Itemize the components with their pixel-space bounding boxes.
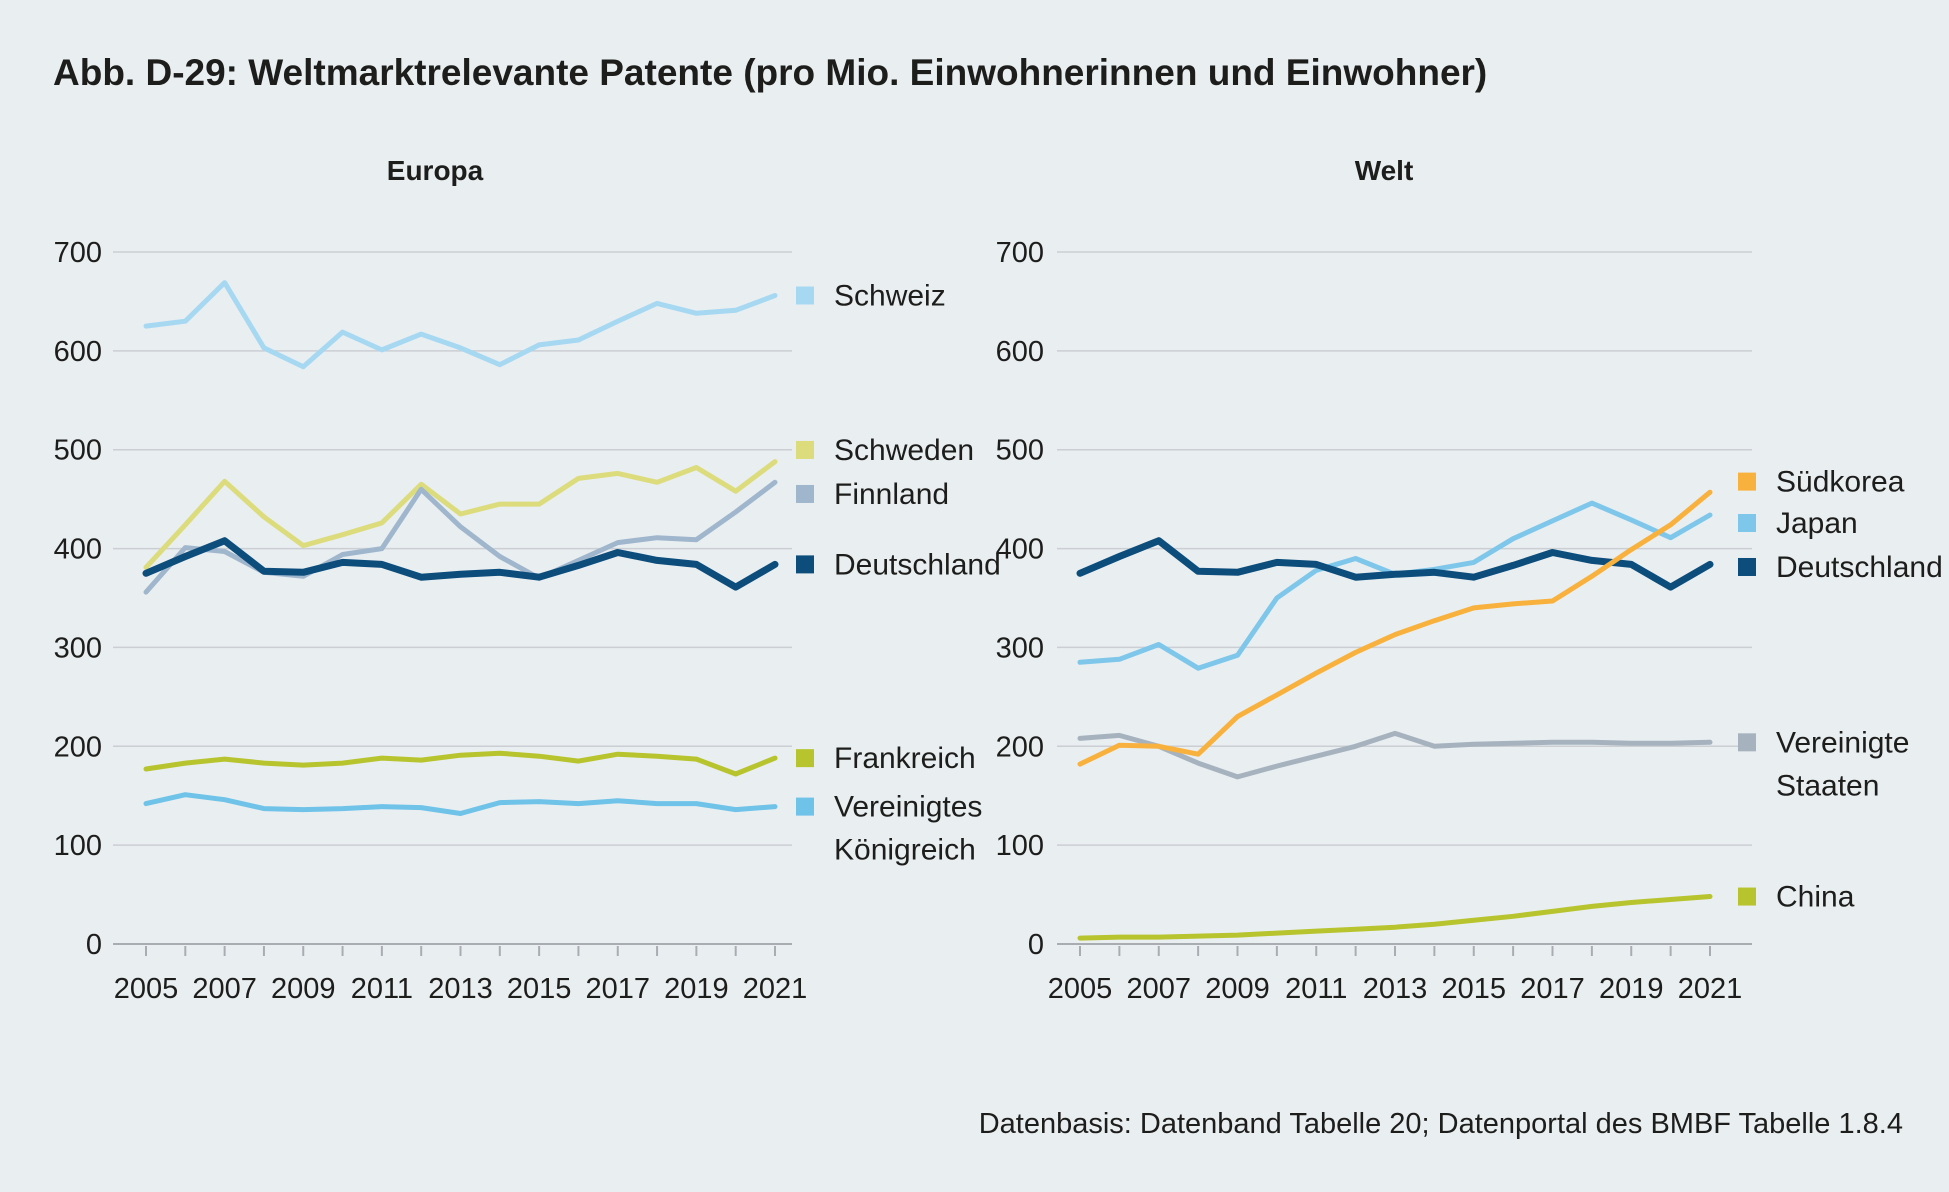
legend-label-finnland: Finnland <box>834 478 949 511</box>
data-source-note: Datenbasis: Datenband Tabelle 20; Datenp… <box>978 1108 1903 1140</box>
legend-label-vereinigte-staaten: Staaten <box>1776 769 1879 802</box>
chart-subtitle: Europa <box>387 155 484 186</box>
x-axis-tick-label: 2011 <box>351 973 413 1005</box>
series-line-vereinigtes-k-nigreich <box>143 792 778 816</box>
x-axis-tick-label: 2017 <box>585 973 650 1005</box>
legend-label-schweiz: Schweiz <box>834 279 946 312</box>
y-axis-tick-label: 700 <box>54 237 102 269</box>
series-line-deutschland <box>1076 537 1714 591</box>
legend-swatch-vereinigte-staaten <box>1738 733 1756 752</box>
y-axis-tick-label: 400 <box>996 534 1044 566</box>
x-axis-tick-label: 2021 <box>1678 973 1743 1005</box>
x-axis-tick-label: 2019 <box>1599 973 1664 1005</box>
y-axis-tick-label: 200 <box>54 731 102 763</box>
legend-swatch-finnland <box>796 484 814 503</box>
y-axis-tick-label: 100 <box>996 830 1044 862</box>
series-line-china <box>1077 894 1713 941</box>
legend-label-vereinigte-staaten: Vereinigte <box>1776 726 1909 759</box>
series-line-deutschland <box>142 537 779 591</box>
y-axis-tick-label: 400 <box>54 534 102 566</box>
series-line-schweiz <box>143 280 778 370</box>
series-line-schweden <box>143 459 778 570</box>
y-axis-tick-label: 0 <box>86 929 102 961</box>
legend-label-s-dkorea: Südkorea <box>1776 466 1905 499</box>
y-axis-tick-label: 500 <box>996 435 1044 467</box>
x-axis-tick-label: 2015 <box>507 973 572 1005</box>
legend-label-schweden: Schweden <box>834 434 974 467</box>
legend-label-japan: Japan <box>1776 507 1858 540</box>
page-title: Abb. D-29: Weltmarktrelevante Patente (p… <box>53 52 1488 93</box>
series-line-frankreich <box>143 750 778 777</box>
legend-swatch-deutschland <box>1738 557 1756 576</box>
x-axis-tick-label: 2005 <box>114 973 179 1005</box>
x-axis-tick-label: 2007 <box>1126 973 1191 1005</box>
legend-label-china: China <box>1776 881 1855 914</box>
x-axis-tick-label: 2009 <box>271 973 336 1005</box>
x-axis-tick-label: 2009 <box>1205 973 1270 1005</box>
x-axis-tick-label: 2013 <box>428 973 493 1005</box>
legend-label-deutschland: Deutschland <box>1776 551 1943 584</box>
y-axis-tick-label: 700 <box>996 237 1044 269</box>
legend-swatch-frankreich <box>796 749 814 768</box>
y-axis-tick-label: 500 <box>54 435 102 467</box>
x-axis-tick-label: 2011 <box>1285 973 1347 1005</box>
y-axis-tick-label: 200 <box>996 731 1044 763</box>
x-axis-tick-label: 2015 <box>1441 973 1506 1005</box>
y-axis-tick-label: 600 <box>996 336 1044 368</box>
legend-swatch-japan <box>1738 513 1756 532</box>
x-axis-tick-label: 2021 <box>743 973 808 1005</box>
legend-swatch-china <box>1738 887 1756 906</box>
legend-swatch-schweiz <box>796 286 814 305</box>
series-line-s-dkorea <box>1077 489 1713 767</box>
legend-label-vereinigtes-k-nigreich: Königreich <box>834 834 976 867</box>
x-axis-tick-label: 2005 <box>1048 973 1113 1005</box>
y-axis-tick-label: 600 <box>54 336 102 368</box>
legend-label-frankreich: Frankreich <box>834 742 976 775</box>
legend-label-deutschland: Deutschland <box>834 548 1001 581</box>
legend-swatch-deutschland <box>796 555 814 574</box>
y-axis-tick-label: 100 <box>54 830 102 862</box>
x-axis-tick-label: 2019 <box>664 973 729 1005</box>
x-axis-tick-label: 2013 <box>1363 973 1428 1005</box>
legend-swatch-vereinigtes-k-nigreich <box>796 797 814 816</box>
legend-swatch-s-dkorea <box>1738 472 1756 491</box>
x-axis-tick-label: 2017 <box>1520 973 1585 1005</box>
y-axis-tick-label: 300 <box>996 632 1044 664</box>
legend-label-vereinigtes-k-nigreich: Vereinigtes <box>834 791 982 824</box>
y-axis-tick-label: 300 <box>54 632 102 664</box>
legend-swatch-schweden <box>796 440 814 459</box>
y-axis-tick-label: 0 <box>1028 929 1044 961</box>
chart-subtitle: Welt <box>1355 155 1414 186</box>
series-line-vereinigte-staaten <box>1077 730 1713 780</box>
series-line-japan <box>1077 500 1713 671</box>
x-axis-tick-label: 2007 <box>192 973 257 1005</box>
